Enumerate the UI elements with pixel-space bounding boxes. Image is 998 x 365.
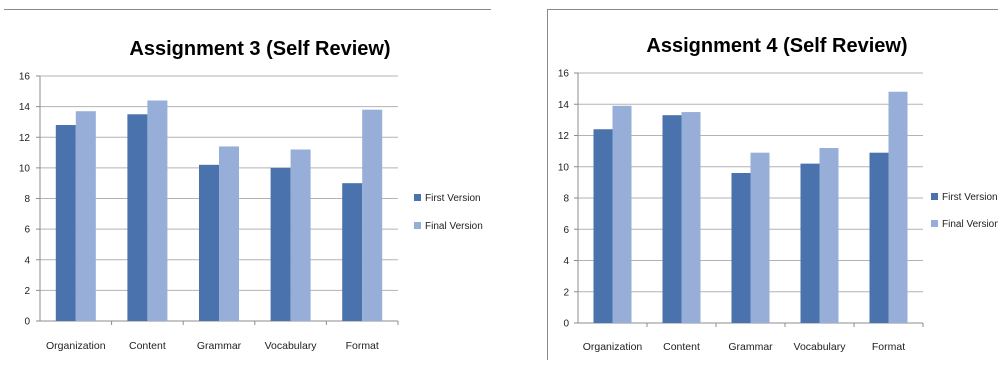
bar xyxy=(362,109,383,321)
category-label: Format xyxy=(872,341,905,353)
bar xyxy=(731,173,751,323)
category-label: Vocabulary xyxy=(794,341,847,353)
legend-label: First Version xyxy=(425,193,481,204)
y-tick-label: 4 xyxy=(24,255,30,266)
bar xyxy=(199,164,219,321)
bar xyxy=(55,125,76,321)
bar xyxy=(342,183,363,321)
bar xyxy=(219,146,239,321)
category-label: Grammar xyxy=(197,340,242,352)
bar xyxy=(888,91,908,323)
category-label: Format xyxy=(346,340,379,352)
y-tick-label: 8 xyxy=(24,194,30,205)
chart-title: Assignment 4 (Self Review) xyxy=(646,35,907,57)
y-tick-label: 2 xyxy=(563,287,569,298)
category-label: Content xyxy=(129,340,166,352)
category-label: Organization xyxy=(46,340,106,352)
category-label: Organization xyxy=(583,341,643,353)
category-label: Vocabulary xyxy=(265,340,318,352)
legend-label: First Version xyxy=(942,192,998,203)
bar xyxy=(819,148,839,323)
bar xyxy=(290,149,311,321)
chart-panel-assignment-4: Assignment 4 (Self Review) 0 2 4 6 8 10 12 14 16… xyxy=(547,9,998,360)
legend-label: Final Version xyxy=(942,219,998,230)
legend-swatch xyxy=(931,193,938,200)
y-tick-label: 6 xyxy=(24,225,30,236)
chart-assignment-4: Assignment 4 (Self Review) 0 2 4 6 8 10 12 14 16… xyxy=(558,35,998,353)
bar xyxy=(750,152,770,323)
y-tick-label: 8 xyxy=(563,194,569,205)
category-label: Content xyxy=(663,341,700,353)
legend-label: Final Version xyxy=(425,221,483,232)
y-tick-label: 12 xyxy=(19,133,31,144)
legend-swatch xyxy=(414,194,421,201)
legend-swatch xyxy=(414,222,421,229)
legend-swatch xyxy=(931,220,938,227)
bar xyxy=(593,129,613,323)
category-label: Grammar xyxy=(728,341,773,353)
bar xyxy=(612,105,632,323)
y-tick-label: 4 xyxy=(563,256,569,267)
bar xyxy=(147,100,168,321)
bar xyxy=(270,167,291,321)
y-tick-label: 10 xyxy=(19,163,31,174)
bar xyxy=(127,114,148,321)
chart-assignment-3: Assignment 3 (Self Review) 0 2 4 6 8 10 12 14 16… xyxy=(19,38,483,352)
y-tick-label: 2 xyxy=(24,286,30,297)
y-tick-label: 0 xyxy=(24,317,30,328)
y-tick-label: 10 xyxy=(558,162,570,173)
y-tick-label: 6 xyxy=(563,225,569,236)
bar xyxy=(75,111,96,321)
y-tick-label: 14 xyxy=(558,100,570,111)
y-tick-label: 0 xyxy=(563,319,569,330)
bar xyxy=(681,112,701,323)
chart-title: Assignment 3 (Self Review) xyxy=(129,38,390,60)
y-tick-label: 14 xyxy=(19,102,31,113)
chart-panel-assignment-3: Assignment 3 (Self Review) 0 2 4 6 8 10 12 14 16… xyxy=(4,9,491,356)
bar xyxy=(662,115,682,323)
y-tick-label: 12 xyxy=(558,131,570,142)
y-tick-label: 16 xyxy=(558,69,570,80)
bar xyxy=(869,152,889,323)
bar xyxy=(800,163,820,323)
y-tick-label: 16 xyxy=(19,72,31,83)
